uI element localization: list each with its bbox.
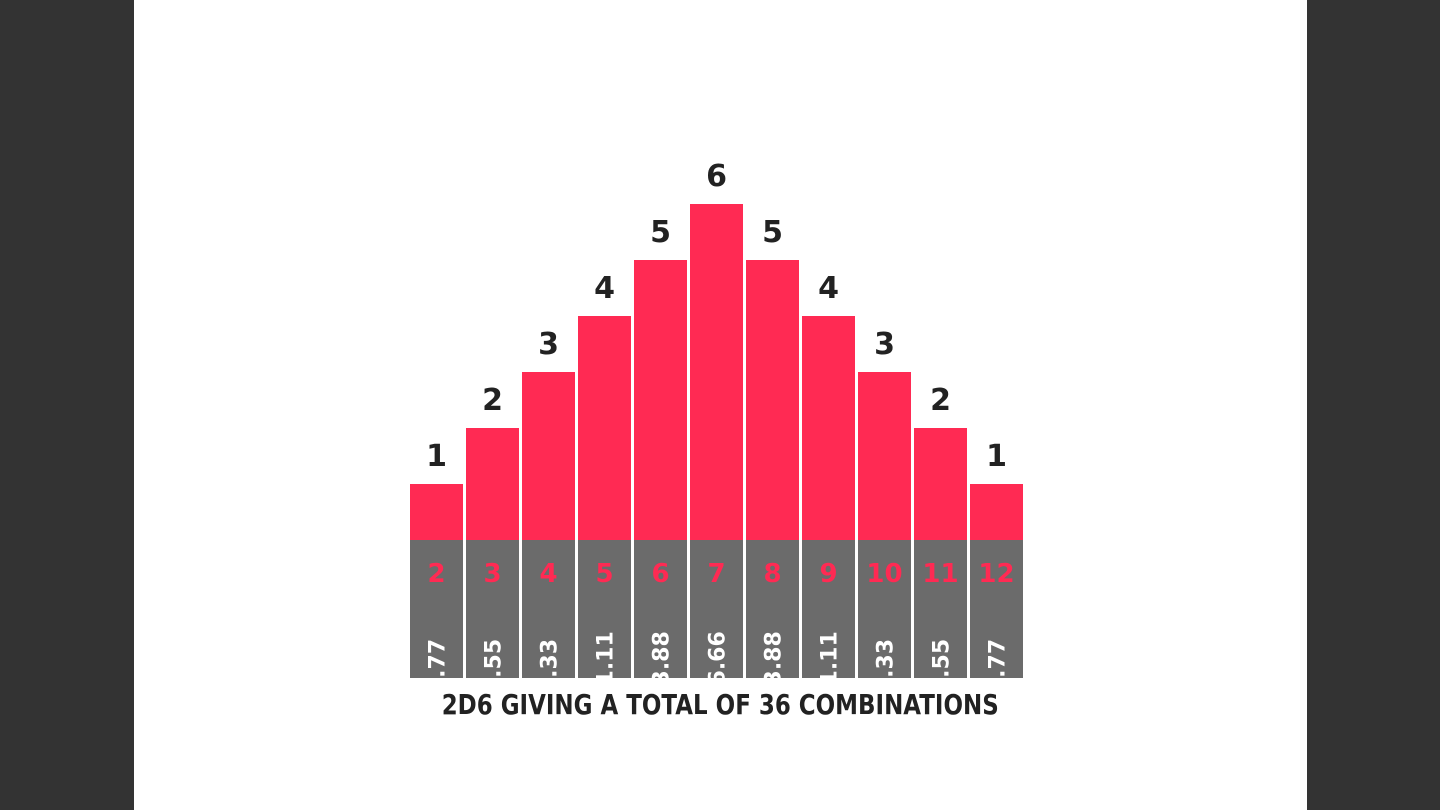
count-label: 4	[594, 271, 615, 306]
percentage-label: 13.88	[762, 631, 787, 701]
percentage-label: 13.88	[650, 631, 675, 701]
bar	[578, 316, 631, 540]
bar	[410, 484, 463, 540]
base-cell	[690, 540, 743, 678]
sum-label: 11	[922, 559, 958, 589]
sum-label: 9	[819, 559, 837, 589]
percentage-label: 2.77	[986, 639, 1011, 693]
count-label: 5	[650, 215, 671, 250]
base-cell	[746, 540, 799, 678]
sum-label: 3	[483, 559, 501, 589]
percentage-label: 16.66	[706, 631, 731, 701]
bar	[634, 260, 687, 540]
bar	[690, 204, 743, 540]
count-label: 3	[874, 327, 895, 362]
percentage-label: 8.33	[874, 639, 899, 693]
percentage-label: 8.33	[538, 639, 563, 693]
sum-label: 5	[595, 559, 613, 589]
count-label: 2	[482, 383, 503, 418]
dice-distribution-chart: 122.77235.55348.334511.115613.886716.665…	[410, 159, 1023, 701]
sum-label: 7	[707, 559, 725, 589]
sum-label: 10	[866, 559, 902, 589]
count-label: 3	[538, 327, 559, 362]
percentage-label: 11.11	[594, 631, 619, 701]
percentage-label: 2.77	[426, 639, 451, 693]
percentage-label: 5.55	[482, 639, 507, 693]
base-cell	[802, 540, 855, 678]
sum-label: 8	[763, 559, 781, 589]
count-label: 1	[986, 439, 1007, 474]
base-cell	[634, 540, 687, 678]
bar	[466, 428, 519, 540]
bar	[746, 260, 799, 540]
count-label: 2	[930, 383, 951, 418]
sum-label: 6	[651, 559, 669, 589]
count-label: 4	[818, 271, 839, 306]
base-cell	[410, 540, 463, 678]
percentage-label: 5.55	[930, 639, 955, 693]
slide: 1 2 2.77 2 3 5.55 3 4 8.33 4 5 11.11 5 6 13.88 6 7 16.66 5…	[134, 0, 1307, 810]
base-cell	[522, 540, 575, 678]
base-cell	[466, 540, 519, 678]
bar	[858, 372, 911, 540]
percentage-label: 11.11	[818, 631, 843, 701]
base-cell	[578, 540, 631, 678]
bar	[802, 316, 855, 540]
sum-label: 2	[427, 559, 445, 589]
base-cell	[970, 540, 1023, 678]
count-label: 5	[762, 215, 783, 250]
bar	[522, 372, 575, 540]
bar	[914, 428, 967, 540]
count-label: 6	[706, 159, 727, 194]
base-cell	[858, 540, 911, 678]
bar	[970, 484, 1023, 540]
base-cell	[914, 540, 967, 678]
sum-label: 4	[539, 559, 557, 589]
chart-caption: 2D6 GIVING A TOTAL OF 36 COMBINATIONS	[441, 688, 999, 721]
sum-label: 12	[978, 559, 1014, 589]
count-label: 1	[426, 439, 447, 474]
